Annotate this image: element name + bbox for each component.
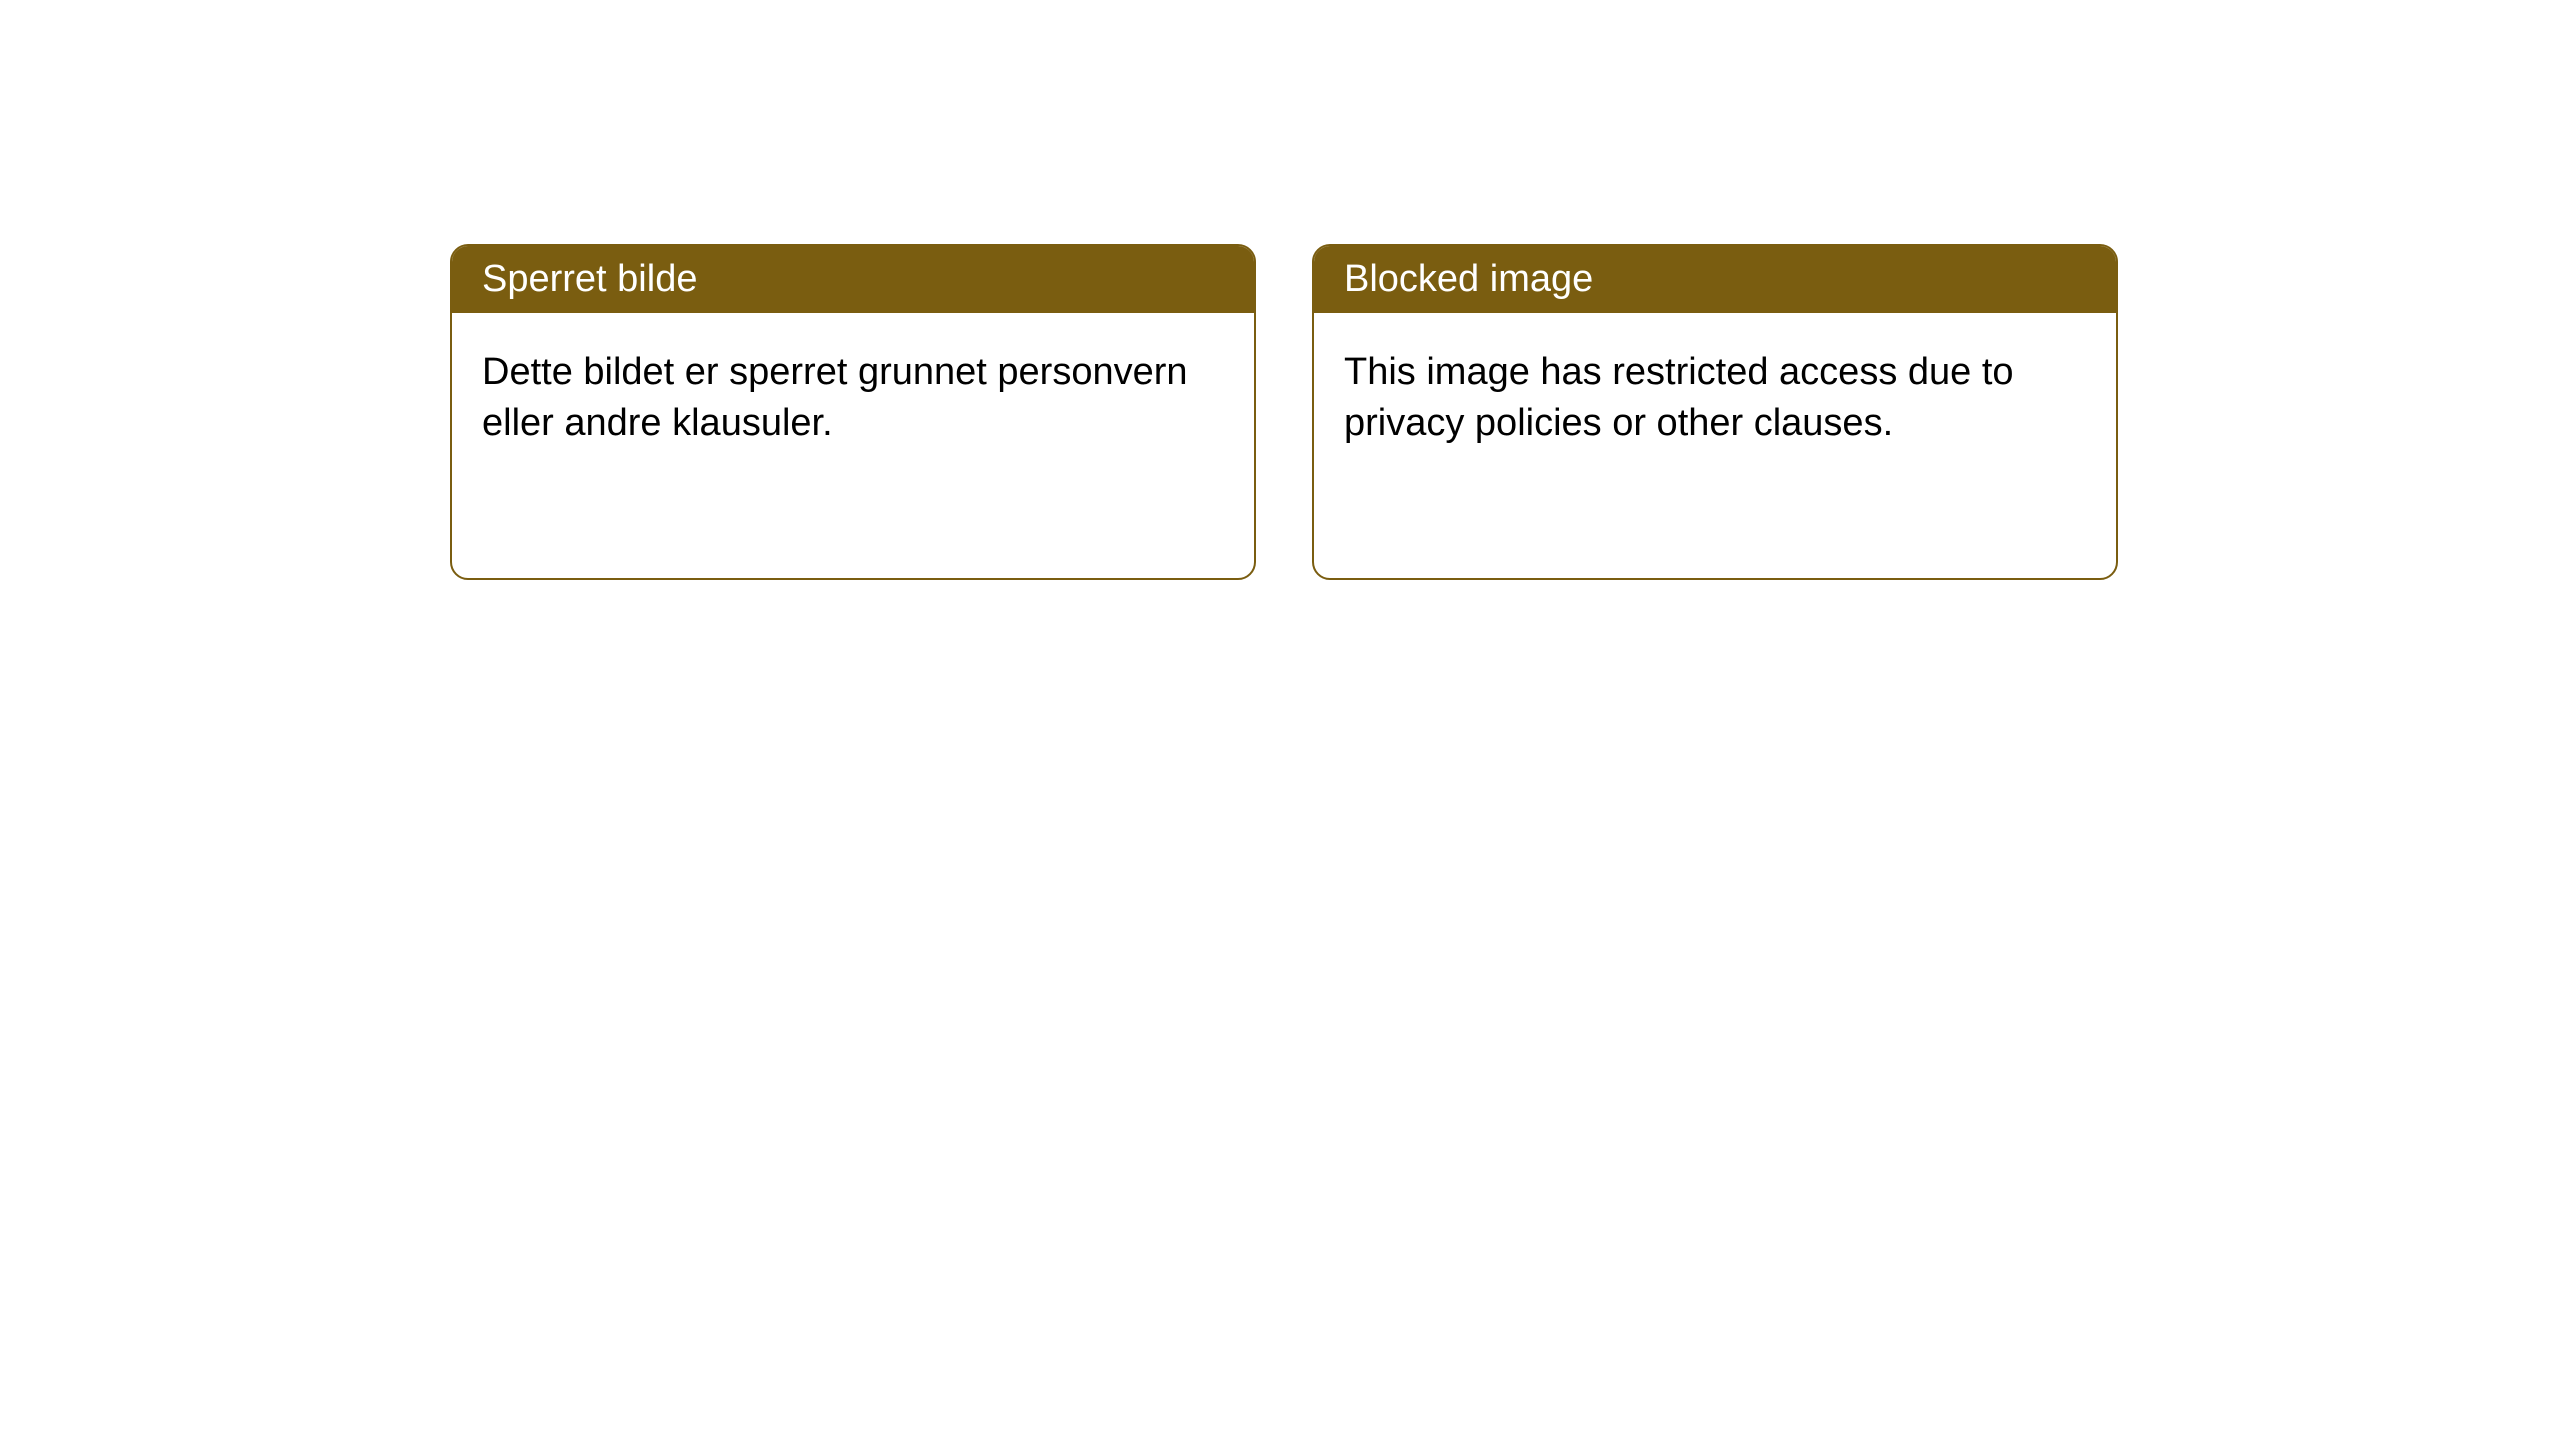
notices-container: Sperret bilde Dette bildet er sperret gr… bbox=[450, 244, 2118, 580]
notice-header: Blocked image bbox=[1314, 246, 2116, 313]
notice-body: This image has restricted access due to … bbox=[1314, 313, 2116, 484]
notice-body: Dette bildet er sperret grunnet personve… bbox=[452, 313, 1254, 484]
notice-card-norwegian: Sperret bilde Dette bildet er sperret gr… bbox=[450, 244, 1256, 580]
notice-card-english: Blocked image This image has restricted … bbox=[1312, 244, 2118, 580]
notice-header: Sperret bilde bbox=[452, 246, 1254, 313]
